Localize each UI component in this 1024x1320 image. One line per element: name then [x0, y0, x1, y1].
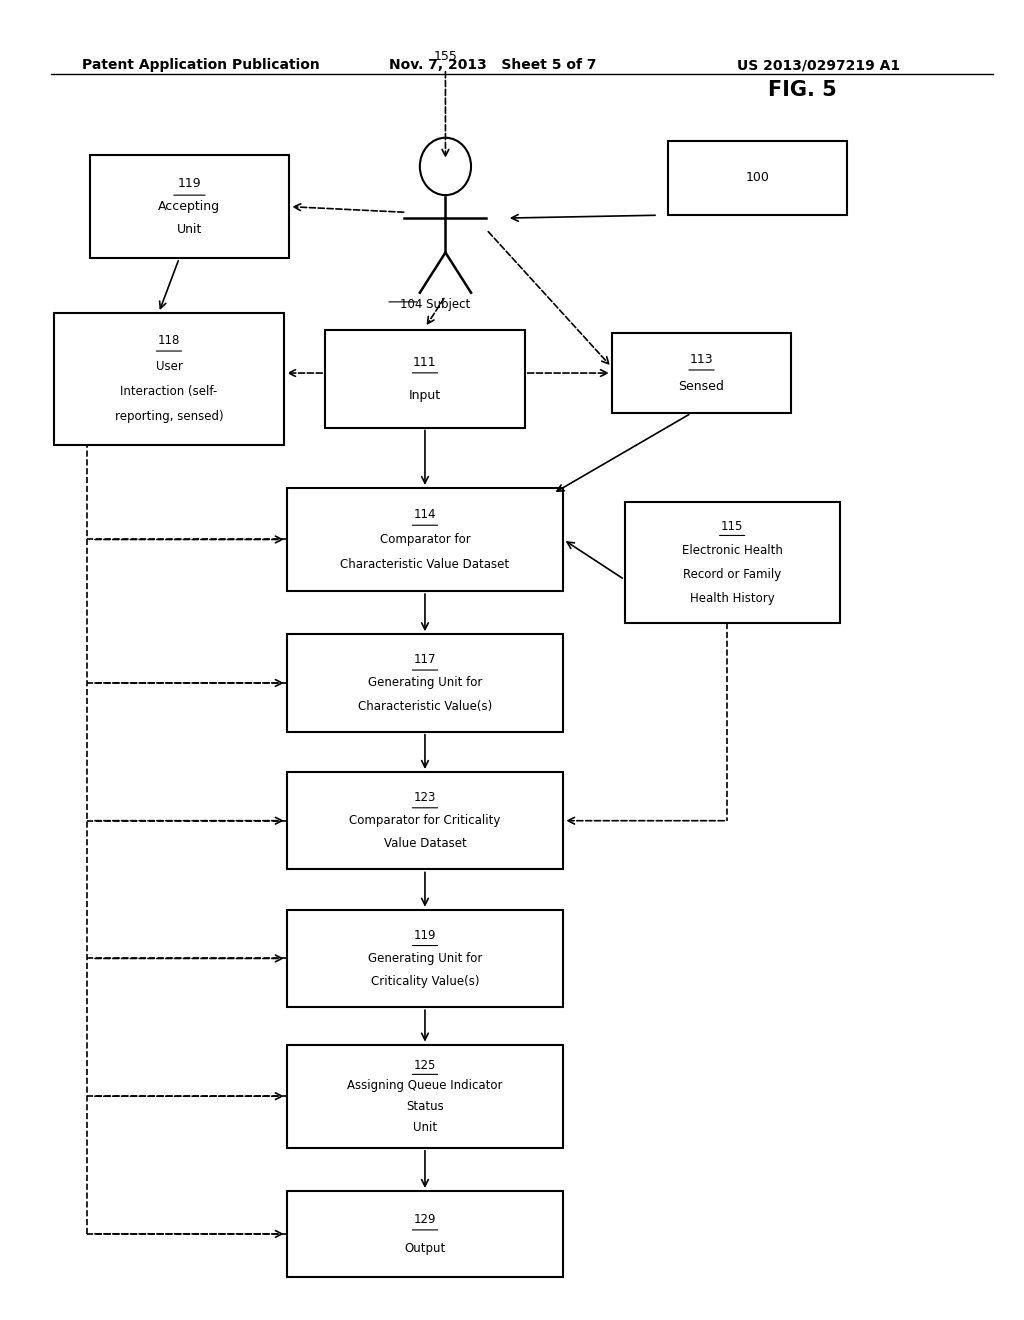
Text: Comparator for: Comparator for: [380, 533, 470, 546]
Text: Status: Status: [407, 1100, 443, 1113]
Text: 111: 111: [413, 356, 437, 370]
Text: Nov. 7, 2013   Sheet 5 of 7: Nov. 7, 2013 Sheet 5 of 7: [389, 58, 597, 73]
FancyBboxPatch shape: [287, 1191, 563, 1276]
Text: Assigning Queue Indicator: Assigning Queue Indicator: [347, 1080, 503, 1093]
FancyBboxPatch shape: [326, 330, 524, 428]
Text: Interaction (self-: Interaction (self-: [121, 385, 217, 397]
Text: 104 Subject: 104 Subject: [400, 298, 470, 312]
Text: Value Dataset: Value Dataset: [384, 837, 466, 850]
Text: Patent Application Publication: Patent Application Publication: [82, 58, 319, 73]
Text: Electronic Health: Electronic Health: [682, 544, 782, 557]
Text: 123: 123: [414, 791, 436, 804]
Text: FIG. 5: FIG. 5: [768, 81, 837, 100]
Text: Characteristic Value Dataset: Characteristic Value Dataset: [340, 557, 510, 570]
Text: 115: 115: [721, 520, 743, 533]
Text: Output: Output: [404, 1242, 445, 1255]
Text: Record or Family: Record or Family: [683, 568, 781, 581]
FancyBboxPatch shape: [668, 141, 847, 215]
FancyBboxPatch shape: [90, 154, 289, 259]
Text: Input: Input: [409, 388, 441, 401]
Text: 118: 118: [158, 334, 180, 347]
Text: Generating Unit for: Generating Unit for: [368, 676, 482, 689]
Text: Unit: Unit: [177, 223, 202, 236]
FancyBboxPatch shape: [54, 313, 285, 445]
Text: 117: 117: [414, 653, 436, 667]
Text: Criticality Value(s): Criticality Value(s): [371, 975, 479, 989]
FancyBboxPatch shape: [612, 333, 791, 413]
FancyBboxPatch shape: [287, 488, 563, 591]
Text: User: User: [156, 359, 182, 372]
Text: US 2013/0297219 A1: US 2013/0297219 A1: [737, 58, 900, 73]
Text: Sensed: Sensed: [679, 380, 724, 393]
Text: Comparator for Criticality: Comparator for Criticality: [349, 814, 501, 828]
FancyBboxPatch shape: [287, 634, 563, 731]
Text: 114: 114: [414, 508, 436, 521]
Text: 113: 113: [689, 354, 714, 366]
Text: Health History: Health History: [690, 593, 774, 605]
FancyBboxPatch shape: [287, 772, 563, 870]
Text: 119: 119: [414, 929, 436, 941]
Text: 155: 155: [433, 50, 458, 63]
Text: 125: 125: [414, 1059, 436, 1072]
FancyBboxPatch shape: [287, 909, 563, 1007]
Text: Generating Unit for: Generating Unit for: [368, 952, 482, 965]
Text: 129: 129: [414, 1213, 436, 1226]
Text: reporting, sensed): reporting, sensed): [115, 411, 223, 424]
Text: Characteristic Value(s): Characteristic Value(s): [357, 700, 493, 713]
Text: 100: 100: [745, 172, 770, 185]
Text: Unit: Unit: [413, 1121, 437, 1134]
FancyBboxPatch shape: [287, 1044, 563, 1148]
Text: Accepting: Accepting: [159, 201, 220, 213]
FancyBboxPatch shape: [625, 502, 840, 623]
Text: 119: 119: [177, 177, 202, 190]
